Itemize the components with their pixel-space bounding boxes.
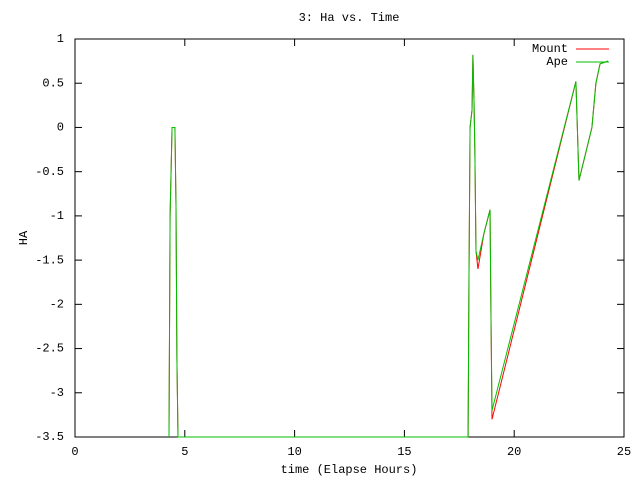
chart-title: 3: Ha vs. Time bbox=[299, 11, 400, 25]
legend-label: Mount bbox=[532, 42, 568, 56]
y-tick-label: -3.5 bbox=[35, 430, 64, 444]
y-tick-label: -2 bbox=[50, 298, 64, 312]
x-tick-label: 10 bbox=[287, 445, 301, 459]
y-tick-label: 0 bbox=[57, 121, 64, 135]
y-tick-label: 0.5 bbox=[42, 76, 64, 90]
x-tick-label: 15 bbox=[397, 445, 411, 459]
y-tick-label: -0.5 bbox=[35, 165, 64, 179]
x-tick-label: 25 bbox=[617, 445, 631, 459]
x-axis-label: time (Elapse Hours) bbox=[281, 463, 418, 477]
y-tick-label: 1 bbox=[57, 32, 64, 46]
data-line bbox=[168, 54, 609, 438]
x-tick-label: 5 bbox=[181, 445, 188, 459]
y-axis-label: HA bbox=[17, 230, 31, 245]
x-tick-label: 20 bbox=[507, 445, 521, 459]
y-tick-label: -2.5 bbox=[35, 342, 64, 356]
y-tick-label: -3 bbox=[50, 386, 64, 400]
x-tick-label: 0 bbox=[71, 445, 78, 459]
y-tick-label: -1 bbox=[50, 209, 64, 223]
y-tick-label: -1.5 bbox=[35, 253, 64, 267]
legend-label: Ape bbox=[546, 55, 568, 69]
